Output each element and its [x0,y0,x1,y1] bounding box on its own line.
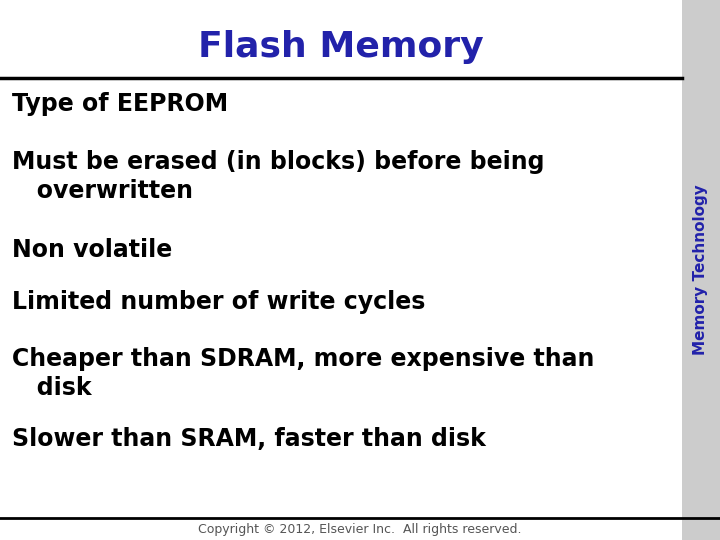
Text: Limited number of write cycles: Limited number of write cycles [12,290,426,314]
Text: Cheaper than SDRAM, more expensive than
   disk: Cheaper than SDRAM, more expensive than … [12,347,595,400]
Bar [682,0,720,540]
Text: Flash Memory: Flash Memory [198,30,484,64]
Text: Non volatile: Non volatile [12,238,172,262]
Text: Slower than SRAM, faster than disk: Slower than SRAM, faster than disk [12,427,486,451]
Text: Must be erased (in blocks) before being
   overwritten: Must be erased (in blocks) before being … [12,150,544,202]
Text: Type of EEPROM: Type of EEPROM [12,92,228,116]
Text: Memory Technology: Memory Technology [693,185,708,355]
Text: Copyright © 2012, Elsevier Inc.  All rights reserved.: Copyright © 2012, Elsevier Inc. All righ… [198,523,522,536]
